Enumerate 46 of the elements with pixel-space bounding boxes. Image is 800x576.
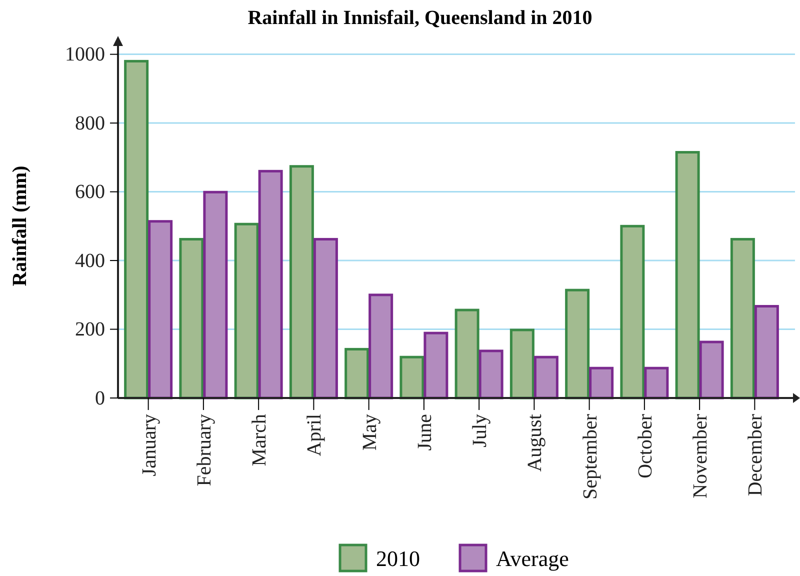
x-tick-label: June: [414, 414, 436, 451]
bar: [675, 151, 700, 400]
bar: [754, 304, 779, 400]
x-tick-label: November: [690, 414, 712, 498]
bar: [565, 288, 590, 400]
bar: [699, 340, 724, 400]
bar: [313, 238, 338, 400]
x-tick-label: April: [304, 414, 326, 456]
bar: [424, 332, 448, 400]
bar: [589, 366, 614, 400]
x-tick-label: July: [469, 414, 492, 448]
y-tick-label: 0: [95, 387, 105, 410]
y-tick-label: 400: [75, 250, 105, 272]
bar: [620, 224, 645, 400]
legend-label: 2010: [376, 546, 420, 571]
x-tick-label: January: [138, 414, 160, 476]
bar: [179, 238, 204, 400]
x-tick-label: September: [579, 414, 602, 500]
bar: [730, 238, 755, 400]
y-tick-label: 600: [75, 181, 105, 204]
x-tick-label: May: [358, 414, 381, 451]
bar: [289, 165, 314, 400]
bar: [344, 348, 370, 400]
bar: [478, 350, 504, 400]
chart-title: Rainfall in Innisfail, Queensland in 2010: [248, 7, 592, 29]
legend-label: Average: [496, 546, 569, 571]
bar: [124, 60, 149, 400]
x-tick-label: March: [248, 414, 271, 466]
bar: [234, 222, 259, 400]
y-tick-label: 1000: [65, 44, 105, 66]
bar: [148, 220, 173, 400]
x-tick-label: December: [744, 414, 767, 496]
bar: [534, 356, 558, 400]
y-tick-label: 800: [75, 112, 105, 134]
bar: [368, 294, 394, 400]
bar: [454, 308, 480, 400]
bar: [644, 366, 669, 400]
x-tick-label: October: [634, 414, 656, 478]
bar: [258, 170, 283, 400]
bar: [400, 356, 424, 400]
bar: [510, 328, 534, 400]
bar: [203, 190, 228, 400]
y-tick-label: 200: [75, 318, 105, 341]
y-axis-title: Rainfall (mm): [9, 166, 31, 286]
x-tick-label: February: [193, 414, 216, 486]
x-tick-label: August: [524, 414, 546, 472]
